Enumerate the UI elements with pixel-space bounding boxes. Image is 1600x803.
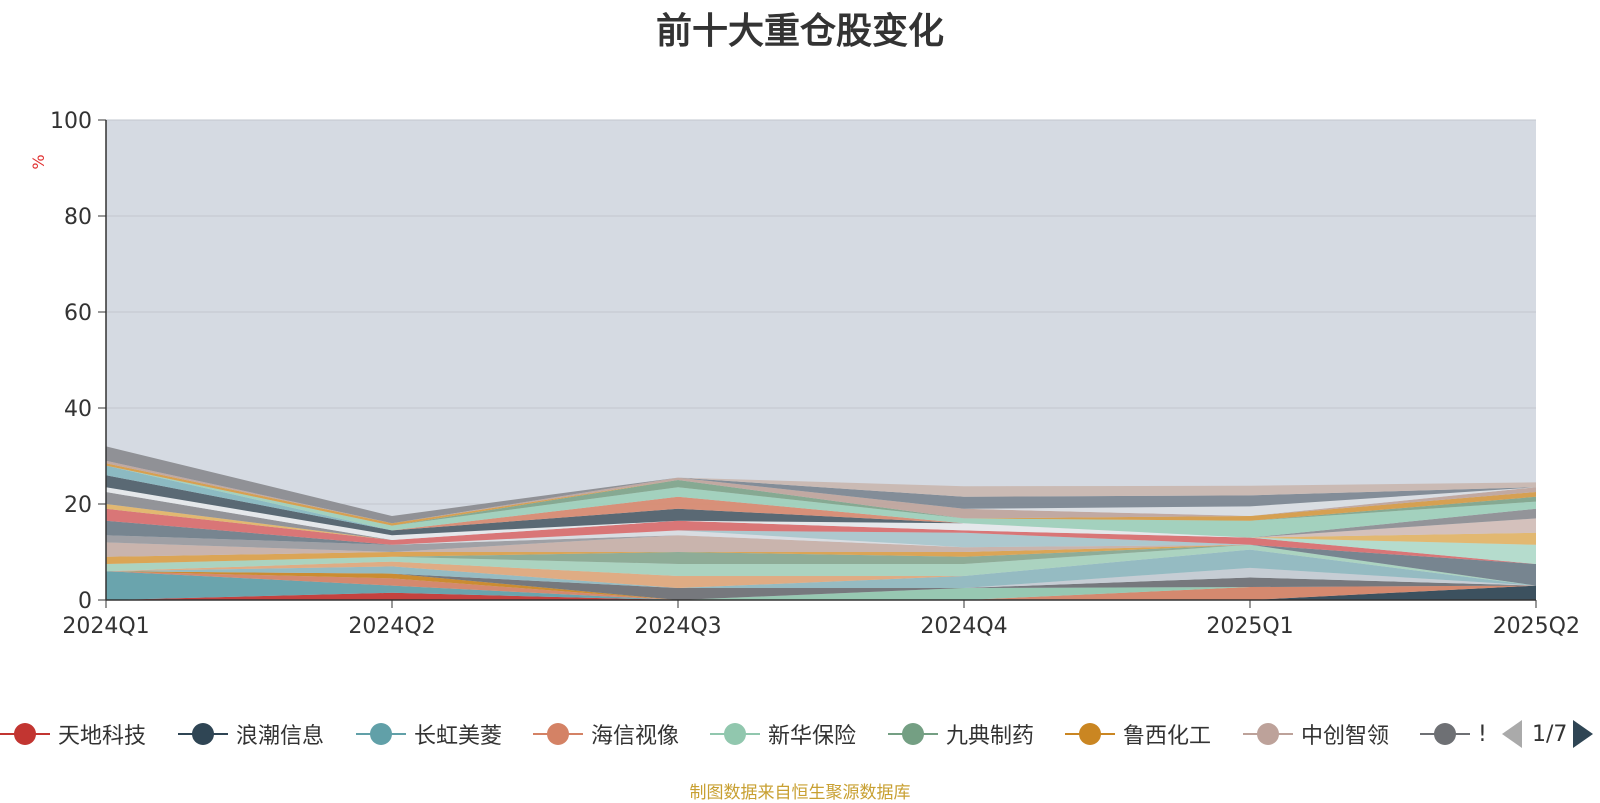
series-area-2 — [106, 571, 1536, 600]
legend-item[interactable]: 中创智领 — [1243, 712, 1389, 756]
series-area-15 — [106, 544, 1536, 586]
legend-item[interactable]: ! — [1420, 712, 1487, 756]
series-area-8 — [106, 571, 1536, 600]
y-tick-label: 100 — [50, 109, 92, 134]
series-area-6 — [106, 571, 1536, 600]
legend-marker-icon — [1243, 719, 1293, 749]
x-tick-label: 2025Q2 — [1493, 614, 1580, 639]
legend-label: ! — [1478, 721, 1487, 747]
x-tick-label: 2024Q4 — [920, 614, 1007, 639]
x-tick-label: 2024Q1 — [62, 614, 149, 639]
series-area-25 — [106, 504, 1536, 545]
legend-pager: 1/7 — [1500, 712, 1600, 756]
chart-title: 前十大重仓股变化 — [655, 11, 944, 52]
legend-marker-icon — [710, 719, 760, 749]
legend-prev-page-icon[interactable] — [1502, 720, 1522, 748]
legend-next-page-icon[interactable] — [1573, 720, 1594, 748]
legend-item[interactable]: 鲁西化工 — [1065, 712, 1211, 756]
legend-item[interactable]: 九典制药 — [888, 712, 1034, 756]
series-area-4 — [106, 571, 1536, 600]
y-tick-label: 80 — [64, 205, 92, 230]
legend-item[interactable]: 长虹美菱 — [356, 712, 502, 756]
series-area-38 — [106, 446, 1536, 516]
series-area-17 — [106, 535, 1536, 586]
legend: 天地科技 浪潮信息 长虹美菱 海信视像 新华保险 九典制药 鲁西化工 中创智领! — [0, 712, 1600, 756]
legend-label: 海信视像 — [591, 724, 680, 749]
legend-marker-icon — [0, 719, 50, 749]
legend-label: 九典制药 — [946, 724, 1035, 749]
legend-label: 长虹美菱 — [414, 724, 503, 749]
y-axis-label: % — [29, 154, 48, 169]
source-note: 制图数据来自恒生聚源数据库 — [689, 783, 911, 803]
y-tick-label: 0 — [78, 589, 92, 614]
x-tick-label: 2024Q3 — [634, 614, 721, 639]
stacked-areas — [106, 446, 1536, 600]
series-area-12 — [106, 549, 1536, 588]
series-area-1 — [106, 585, 1536, 600]
series-area-0 — [106, 592, 1536, 600]
legend-label: 浪潮信息 — [236, 724, 325, 749]
y-tick-label: 20 — [64, 493, 92, 518]
series-area-11 — [106, 549, 1536, 588]
legend-label: 中创智领 — [1301, 724, 1390, 749]
legend-marker-icon — [178, 719, 228, 749]
series-area-16 — [106, 535, 1536, 586]
legend-label: 新华保险 — [768, 724, 857, 749]
legend-item[interactable]: 浪潮信息 — [178, 712, 324, 756]
legend-label: 天地科技 — [58, 724, 147, 749]
legend-item[interactable]: 天地科技 — [0, 712, 146, 756]
series-area-32 — [106, 465, 1536, 538]
x-tick-label: 2024Q2 — [348, 614, 435, 639]
x-tick-label: 2025Q1 — [1206, 614, 1293, 639]
series-area-3 — [106, 571, 1536, 600]
y-tick-label: 40 — [64, 397, 92, 422]
series-area-13 — [106, 544, 1536, 586]
legend-marker-icon — [533, 719, 583, 749]
legend-marker-icon — [356, 719, 406, 749]
legend-item[interactable]: 新华保险 — [710, 712, 856, 756]
legend-page-indicator: 1/7 — [1532, 721, 1568, 747]
legend-marker-icon — [888, 719, 938, 749]
legend-marker-icon — [1420, 719, 1470, 749]
axes: 0 20 40 60 80 100 2024Q1 2024Q2 2024Q3 2024Q4 2025… — [50, 109, 1580, 639]
legend-label: 鲁西化工 — [1123, 724, 1212, 749]
legend-marker-icon — [1065, 719, 1115, 749]
legend-item[interactable]: 海信视像 — [533, 712, 679, 756]
y-tick-label: 60 — [64, 301, 92, 326]
